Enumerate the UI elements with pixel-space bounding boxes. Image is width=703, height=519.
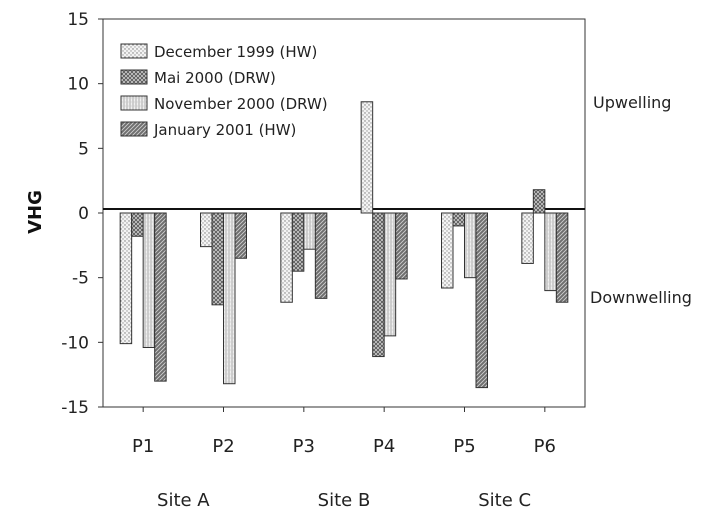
bar-p4-series-4 — [395, 212, 408, 280]
bars — [119, 101, 569, 389]
bar-p1-series-3 — [142, 212, 156, 349]
x-tick-label: P5 — [453, 436, 475, 457]
legend-entry-label: November 2000 (DRW) — [154, 95, 328, 113]
y-axis-ticks: 15 10 5 0 -5 -10 -15 — [61, 10, 103, 418]
legend-entry-label: January 2001 (HW) — [153, 121, 296, 139]
legend-swatch — [120, 95, 148, 111]
site-label: Site B — [318, 490, 371, 511]
bar-p5-series-3 — [464, 212, 477, 279]
bar-p3-series-4 — [314, 212, 328, 299]
bar-p6-series-3 — [544, 212, 557, 292]
bar-p2-series-4 — [234, 212, 247, 259]
bar-p6-series-1 — [521, 212, 534, 264]
bar-p3-series-3 — [303, 212, 316, 250]
legend-entry-label: Mai 2000 (DRW) — [154, 69, 276, 87]
x-tick-label: P2 — [212, 436, 234, 457]
site-label: Site A — [157, 490, 210, 511]
legend-swatch — [120, 121, 148, 137]
legend-swatch — [120, 43, 148, 59]
bar-p1-series-1 — [119, 212, 133, 345]
y-tick-label: -15 — [61, 398, 89, 418]
downwelling-annotation: Downwelling — [590, 288, 692, 307]
bar-p4-series-3 — [383, 212, 397, 337]
y-axis-label: VHG — [25, 190, 46, 234]
y-tick-label: -5 — [72, 269, 89, 289]
y-tick-label: 15 — [67, 10, 89, 30]
x-tick-label: P4 — [373, 436, 395, 457]
legend: December 1999 (HW) Mai 2000 (DRW) November… — [120, 43, 328, 139]
bar-p6-series-4 — [555, 212, 569, 303]
y-tick-label: 10 — [67, 75, 89, 95]
x-tick-label: P3 — [293, 436, 315, 457]
x-axis-labels: P1 P2 P3 P4 P5 P6 — [132, 407, 556, 457]
bar-p2-series-3 — [223, 212, 236, 385]
x-tick-label: P6 — [534, 436, 556, 457]
y-tick-label: 0 — [78, 204, 89, 224]
site-label: Site C — [478, 490, 531, 511]
legend-swatch — [120, 69, 148, 85]
upwelling-annotation: Upwelling — [593, 93, 671, 112]
bar-p6-series-2 — [532, 189, 546, 214]
legend-entry-label: December 1999 (HW) — [154, 43, 317, 61]
bar-p4-series-2 — [372, 212, 385, 358]
y-tick-label: -10 — [61, 333, 89, 353]
bar-p1-series-2 — [131, 212, 144, 237]
bar-p2-series-2 — [211, 212, 224, 306]
bar-p3-series-1 — [280, 212, 293, 303]
bar-p3-series-2 — [291, 212, 305, 272]
bar-p5-series-1 — [441, 212, 454, 289]
site-labels: Site A Site B Site C — [157, 490, 531, 511]
y-tick-label: 5 — [78, 139, 89, 159]
x-tick-label: P1 — [132, 436, 154, 457]
bar-p1-series-4 — [154, 212, 167, 382]
bar-p5-series-2 — [452, 212, 465, 227]
bar-p2-series-1 — [200, 212, 213, 248]
bar-p4-series-1 — [360, 101, 374, 214]
bar-p5-series-4 — [475, 212, 488, 389]
